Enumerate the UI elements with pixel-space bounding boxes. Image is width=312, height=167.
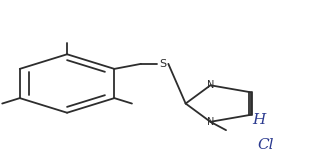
- Text: N: N: [207, 117, 214, 127]
- Text: Cl: Cl: [257, 138, 273, 152]
- Text: H: H: [252, 113, 266, 127]
- Text: N: N: [207, 80, 214, 90]
- Text: S: S: [159, 59, 166, 69]
